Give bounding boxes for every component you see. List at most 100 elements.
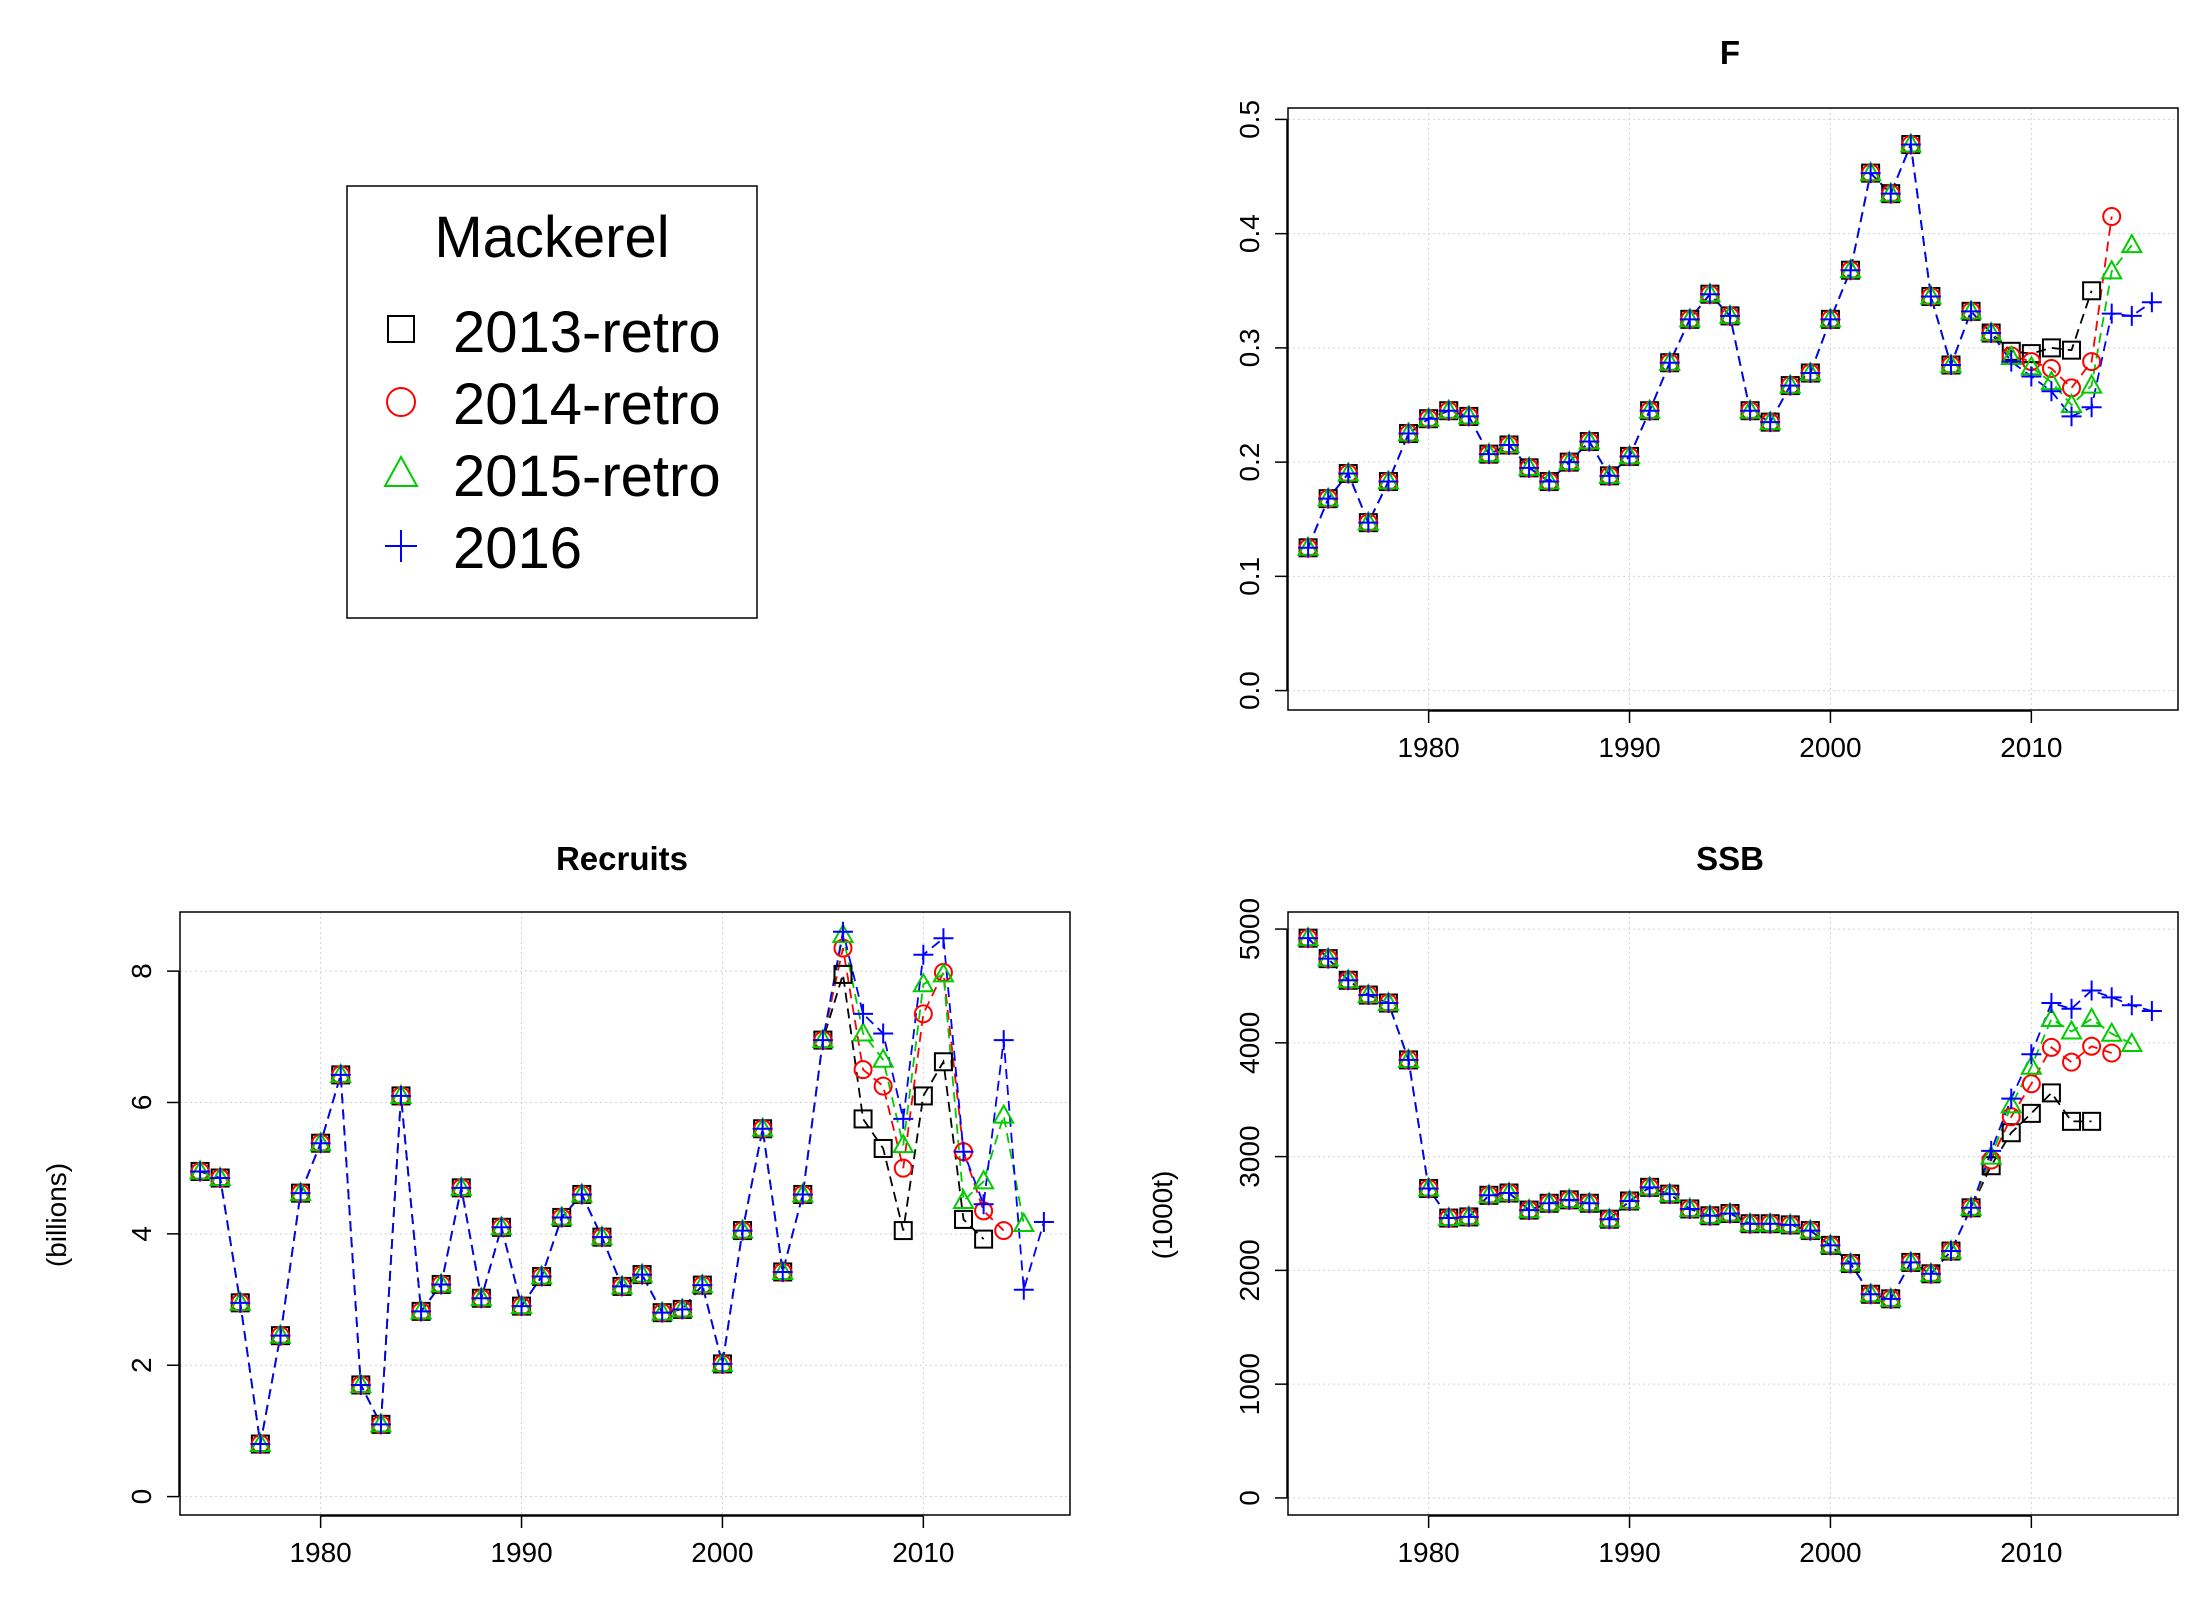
point-triangle bbox=[2100, 259, 2123, 280]
x-tick-label: 2010 bbox=[2000, 732, 2062, 763]
point-circle bbox=[893, 1158, 913, 1178]
point-triangle bbox=[831, 922, 855, 943]
y-tick-label: 0.5 bbox=[1234, 100, 1265, 139]
point-square bbox=[2021, 344, 2041, 364]
point-plus bbox=[1699, 284, 1720, 305]
point-plus bbox=[471, 1288, 492, 1309]
point-square bbox=[933, 1052, 953, 1072]
point-plus bbox=[431, 1274, 452, 1295]
point-square bbox=[2001, 1123, 2021, 1143]
point-plus bbox=[732, 1220, 753, 1241]
point-triangle bbox=[892, 1133, 915, 1154]
point-plus bbox=[1800, 363, 1821, 384]
point-square bbox=[833, 964, 853, 984]
point-plus bbox=[2061, 998, 2082, 1019]
point-plus bbox=[712, 1353, 733, 1374]
y-tick-label: 4000 bbox=[1234, 1012, 1265, 1074]
point-triangle bbox=[2060, 1019, 2083, 1040]
point-plus bbox=[571, 1184, 592, 1205]
point-square bbox=[2082, 281, 2102, 301]
point-plus bbox=[1920, 1263, 1941, 1284]
point-plus bbox=[1013, 1279, 1034, 1300]
point-plus bbox=[270, 1325, 291, 1346]
y-tick-label: 1000 bbox=[1234, 1353, 1265, 1415]
point-plus bbox=[792, 1184, 813, 1205]
point-circle bbox=[2021, 1074, 2041, 1094]
point-plus bbox=[1498, 434, 1519, 455]
x-tick-label: 1980 bbox=[1397, 1537, 1459, 1568]
point-plus bbox=[1940, 355, 1961, 376]
point-plus bbox=[611, 1276, 632, 1297]
point-plus bbox=[1780, 375, 1801, 396]
point-plus bbox=[1900, 134, 1921, 155]
point-plus bbox=[451, 1177, 472, 1198]
point-plus bbox=[2041, 381, 2062, 402]
point-circle bbox=[2062, 1052, 2082, 1072]
point-plus bbox=[1478, 1185, 1499, 1206]
triangle-icon bbox=[383, 454, 419, 487]
point-plus bbox=[2101, 303, 2122, 324]
point-plus bbox=[1760, 1213, 1781, 1234]
point-plus bbox=[752, 1118, 773, 1139]
point-triangle bbox=[1012, 1211, 1035, 1233]
point-circle bbox=[2041, 1037, 2061, 1057]
point-plus bbox=[1719, 305, 1740, 326]
point-square bbox=[913, 1086, 933, 1106]
series-points-2014-retro bbox=[1298, 135, 2122, 558]
y-tick-label: 0.1 bbox=[1234, 557, 1265, 596]
point-plus bbox=[1780, 1214, 1801, 1235]
point-plus bbox=[1880, 1288, 1901, 1309]
point-square bbox=[2041, 338, 2061, 358]
point-plus bbox=[1338, 970, 1359, 991]
point-plus bbox=[1679, 309, 1700, 330]
series-line-2014-retro bbox=[1307, 141, 2113, 549]
point-triangle bbox=[992, 1103, 1015, 1124]
point-plus bbox=[1961, 1197, 1982, 1218]
y-tick-label: 6 bbox=[126, 1095, 157, 1111]
point-plus bbox=[1519, 1200, 1540, 1221]
point-plus bbox=[2041, 993, 2062, 1014]
point-plus bbox=[290, 1183, 311, 1204]
point-plus bbox=[1619, 1190, 1640, 1211]
point-plus bbox=[1458, 406, 1479, 427]
x-tick-label: 1980 bbox=[289, 1537, 351, 1568]
series-line-2015-retro bbox=[1307, 141, 2133, 549]
x-tick-label: 2000 bbox=[1799, 732, 1861, 763]
point-plus bbox=[1961, 301, 1982, 322]
series-points-2013-retro bbox=[1298, 135, 2102, 558]
point-plus bbox=[2121, 305, 2142, 326]
point-plus bbox=[1619, 446, 1640, 467]
y-tick-label: 0.4 bbox=[1234, 214, 1265, 253]
y-tick-label: 8 bbox=[126, 963, 157, 979]
point-plus bbox=[893, 1108, 914, 1129]
point-plus bbox=[1559, 452, 1580, 473]
point-plus bbox=[652, 1302, 673, 1323]
point-triangle bbox=[851, 1021, 875, 1042]
point-plus bbox=[230, 1292, 251, 1313]
chart-title: SSB bbox=[1696, 840, 1764, 877]
point-plus bbox=[1740, 400, 1761, 421]
point-circle bbox=[913, 1004, 933, 1024]
point-plus bbox=[1599, 1209, 1620, 1230]
point-plus bbox=[1840, 1253, 1861, 1274]
point-plus bbox=[1519, 457, 1540, 478]
y-axis-label: (1000t) bbox=[1147, 1171, 1178, 1260]
y-tick-label: 3000 bbox=[1234, 1125, 1265, 1187]
point-square bbox=[873, 1138, 893, 1158]
point-plus bbox=[1740, 1213, 1761, 1234]
point-plus bbox=[1438, 400, 1459, 421]
point-plus bbox=[591, 1227, 612, 1248]
point-triangle bbox=[2080, 1006, 2103, 1027]
series-points-2015-retro bbox=[1296, 132, 2143, 556]
point-circle bbox=[2082, 1036, 2102, 1056]
point-plus bbox=[1539, 1193, 1560, 1214]
point-plus bbox=[491, 1217, 512, 1238]
point-plus bbox=[390, 1085, 411, 1106]
point-plus bbox=[1699, 1205, 1720, 1226]
point-plus bbox=[2021, 1044, 2042, 1065]
point-plus bbox=[1358, 985, 1379, 1006]
point-plus bbox=[1840, 260, 1861, 281]
point-plus bbox=[1800, 1220, 1821, 1241]
series-line-2015-retro bbox=[199, 934, 1025, 1445]
point-square bbox=[2062, 1111, 2082, 1131]
